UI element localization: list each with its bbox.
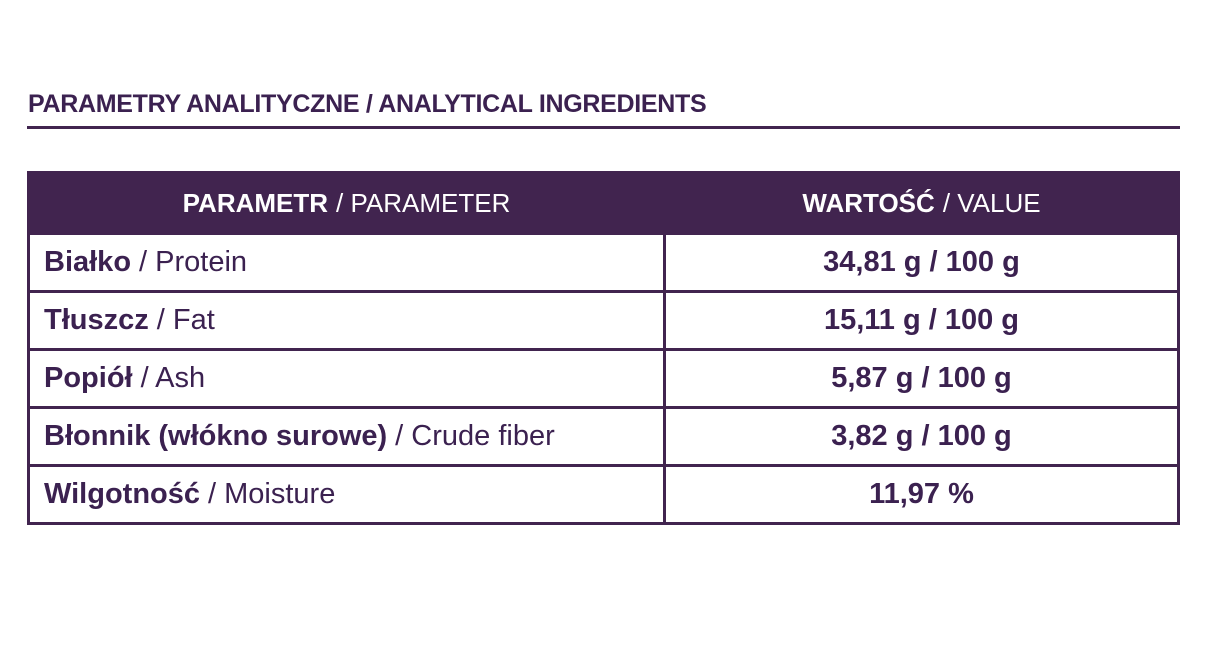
parameter-pl: Tłuszcz	[44, 304, 149, 336]
section-title: PARAMETRY ANALITYCZNE / ANALYTICAL INGRE…	[28, 90, 707, 118]
parameter-en: / Crude fiber	[395, 420, 555, 452]
parameter-pl: Popiół	[44, 362, 133, 394]
header-text: / PARAMETER	[336, 187, 511, 218]
table-body: Białko / Protein 34,81 g / 100 g Tłuszcz / F…	[27, 232, 1180, 525]
value-cell: 34,81 g / 100 g	[663, 232, 1180, 293]
parameter-cell: Wilgotność / Moisture	[27, 464, 666, 525]
ingredients-table: PARAMETR / PARAMETER WARTOŚĆ / VALUE Białko…	[27, 171, 1180, 525]
header-bold: PARAMETR	[182, 187, 329, 218]
table-row: Białko / Protein 34,81 g / 100 g	[27, 232, 1180, 293]
value-cell: 11,97 %	[663, 464, 1180, 525]
parameter-pl: Wilgotność	[44, 478, 201, 510]
value-cell: 5,87 g / 100 g	[663, 348, 1180, 409]
value-cell: 15,11 g / 100 g	[663, 290, 1180, 351]
header-row: PARAMETR / PARAMETER WARTOŚĆ / VALUE	[27, 171, 1180, 235]
parameter-en: / Ash	[140, 362, 206, 394]
title-underline	[27, 126, 1180, 129]
parameter-cell: Popiół / Ash	[27, 348, 666, 409]
table-row: Błonnik (włókno surowe) / Crude fiber 3,82…	[27, 406, 1180, 467]
header-cell: WARTOŚĆ / VALUE	[663, 171, 1180, 235]
header-cell: PARAMETR / PARAMETER	[27, 171, 666, 235]
value-cell: 3,82 g / 100 g	[663, 406, 1180, 467]
table-row: Popiół / Ash 5,87 g / 100 g	[27, 348, 1180, 409]
parameter-pl: Białko	[44, 246, 132, 278]
parameter-pl: Błonnik (włókno surowe)	[44, 420, 388, 452]
parameter-cell: Błonnik (włókno surowe) / Crude fiber	[27, 406, 666, 467]
table-row: Tłuszcz / Fat 15,11 g / 100 g	[27, 290, 1180, 351]
header-text: / VALUE	[942, 187, 1041, 218]
parameter-en: / Fat	[156, 304, 215, 336]
parameter-en: / Moisture	[208, 478, 336, 510]
parameter-cell: Tłuszcz / Fat	[27, 290, 666, 351]
table-row: Wilgotność / Moisture 11,97 %	[27, 464, 1180, 525]
parameter-cell: Białko / Protein	[27, 232, 666, 293]
parameter-en: / Protein	[139, 246, 248, 278]
header-bold: WARTOŚĆ	[802, 187, 935, 218]
